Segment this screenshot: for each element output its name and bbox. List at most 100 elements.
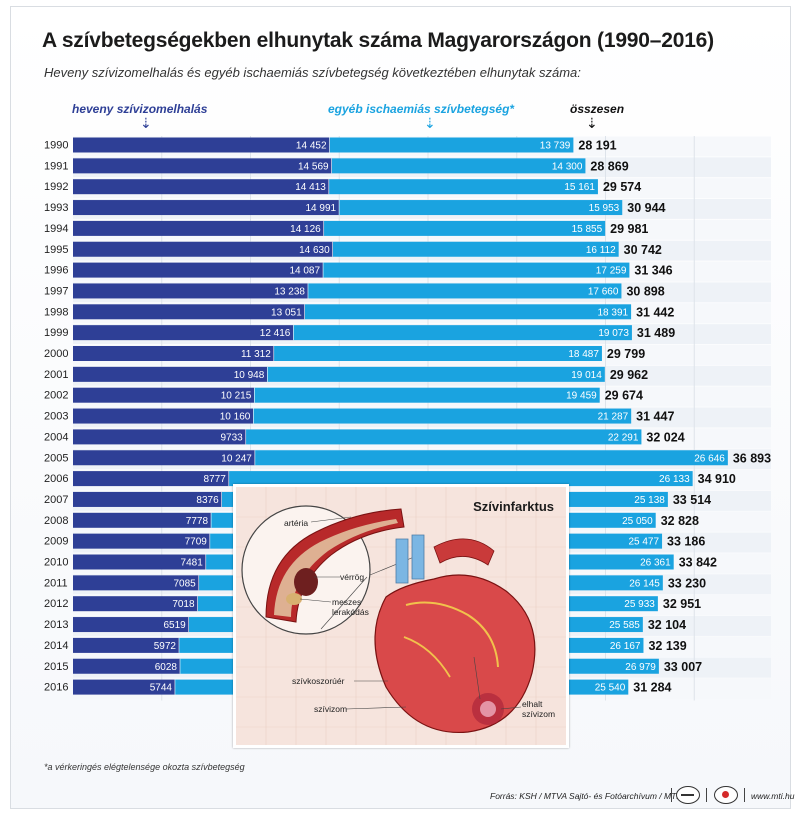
bar-series2 — [304, 304, 632, 320]
bar-series2 — [293, 325, 632, 341]
value-label-series2: 15 161 — [564, 182, 595, 193]
bar-series2 — [253, 408, 632, 424]
heart-shape — [374, 534, 536, 734]
separator — [744, 788, 745, 802]
source-credit: Forrás: KSH / MTVA Sajtó- és Fotóarchívu… — [490, 791, 679, 801]
bar-series1 — [73, 346, 274, 361]
value-label-series1: 9733 — [221, 432, 244, 443]
value-label-series2: 26 979 — [625, 662, 656, 673]
value-label-series1: 13 051 — [271, 307, 302, 318]
value-label-series2: 15 855 — [572, 224, 603, 235]
value-label-series1: 5744 — [150, 683, 173, 694]
footnote: *a vérkeringés elégtelensége okozta szív… — [44, 762, 245, 772]
bar-series2 — [332, 241, 619, 257]
clot-shape — [294, 568, 318, 596]
bar-series2 — [245, 429, 642, 445]
value-label-series2: 17 660 — [588, 286, 619, 297]
total-label: 31 346 — [634, 264, 672, 278]
year-label: 2013 — [44, 619, 68, 631]
bar-series1 — [73, 158, 332, 174]
value-label-series2: 19 073 — [598, 328, 629, 339]
value-label-series2: 25 933 — [624, 599, 655, 610]
value-label-series1: 7709 — [185, 537, 208, 548]
value-label-series1: 10 160 — [220, 412, 251, 423]
year-label: 2005 — [44, 452, 68, 464]
year-label: 2007 — [44, 494, 68, 506]
year-label: 1992 — [44, 181, 68, 193]
bar-series2 — [331, 158, 586, 174]
bar-series1 — [73, 366, 268, 382]
bar-series1 — [73, 325, 294, 341]
value-label-series2: 26 133 — [659, 474, 690, 485]
label-elhalt-szivizom: elhalt szívizom — [522, 699, 556, 719]
bar-series2 — [307, 283, 622, 299]
bar-series1 — [73, 679, 175, 695]
bar-series2 — [339, 200, 623, 216]
value-label-series2: 25 540 — [595, 683, 626, 694]
year-label: 1991 — [44, 160, 68, 172]
value-label-series2: 17 259 — [596, 266, 627, 277]
legend-series1-arrow-icon: ⇣ — [140, 115, 152, 131]
value-label-series1: 14 630 — [299, 245, 330, 256]
value-label-series1: 7778 — [186, 516, 209, 527]
value-label-series2: 25 050 — [622, 516, 653, 527]
year-label: 2012 — [44, 598, 68, 610]
value-label-series2: 18 487 — [568, 349, 599, 360]
inset-title: Szívinfarktus — [473, 499, 554, 514]
website-link[interactable]: www.mti.hu — [751, 791, 795, 801]
year-label: 2014 — [44, 640, 68, 652]
bar-series1 — [73, 262, 324, 278]
value-label-series2: 25 138 — [634, 495, 665, 506]
total-label: 29 962 — [610, 368, 648, 382]
year-label: 2011 — [44, 577, 68, 589]
value-label-series2: 22 291 — [608, 432, 639, 443]
bar-series1 — [73, 617, 189, 633]
year-label: 1997 — [44, 285, 68, 297]
value-label-series2: 19 014 — [571, 370, 602, 381]
year-label: 2010 — [44, 557, 68, 569]
legend-series2: egyéb ischaemiás szívbetegség* — [328, 102, 515, 116]
bar-series1 — [73, 533, 210, 549]
value-label-series1: 10 247 — [221, 453, 252, 464]
bar-series2 — [323, 262, 630, 278]
year-label: 2004 — [44, 431, 68, 443]
value-label-series1: 7481 — [181, 558, 204, 569]
mtva-logo-icon — [676, 786, 700, 804]
value-label-series1: 10 948 — [234, 370, 265, 381]
total-label: 28 869 — [590, 159, 628, 173]
chart-title: A szívbetegségekben elhunytak száma Magy… — [42, 29, 714, 52]
bar-series2 — [323, 220, 606, 236]
value-label-series1: 12 416 — [260, 328, 291, 339]
value-label-series2: 26 145 — [629, 578, 660, 589]
year-label: 1990 — [44, 140, 68, 152]
total-label: 31 442 — [636, 305, 674, 319]
total-label: 33 007 — [664, 660, 702, 674]
value-label-series1: 14 126 — [290, 224, 321, 235]
bar-series1 — [73, 429, 246, 445]
legend-series1: heveny szívizomelhalás — [72, 102, 208, 116]
value-label-series1: 11 312 — [241, 349, 271, 360]
label-szivizom: szívizom — [314, 704, 348, 714]
total-label: 30 944 — [627, 201, 665, 215]
total-label: 33 186 — [667, 535, 705, 549]
bar-series2 — [254, 387, 600, 403]
value-label-series1: 14 452 — [296, 141, 327, 152]
year-label: 1993 — [44, 202, 68, 214]
value-label-series1: 7085 — [174, 578, 197, 589]
value-label-series2: 16 112 — [586, 245, 616, 256]
year-label: 2003 — [44, 411, 68, 423]
total-label: 32 104 — [648, 618, 686, 632]
bar-series1 — [73, 179, 329, 195]
bar-series1 — [73, 283, 308, 299]
year-label: 2000 — [44, 348, 68, 360]
value-label-series2: 26 361 — [640, 558, 671, 569]
bar-series1 — [73, 512, 212, 528]
value-label-series2: 14 300 — [552, 161, 583, 172]
label-meszes-lerakodas: meszes lerakódás — [332, 597, 369, 617]
value-label-series2: 25 585 — [609, 620, 640, 631]
total-label: 33 230 — [668, 576, 706, 590]
bar-series1 — [73, 596, 198, 612]
total-label: 29 981 — [610, 222, 648, 236]
total-label: 30 898 — [626, 284, 664, 298]
